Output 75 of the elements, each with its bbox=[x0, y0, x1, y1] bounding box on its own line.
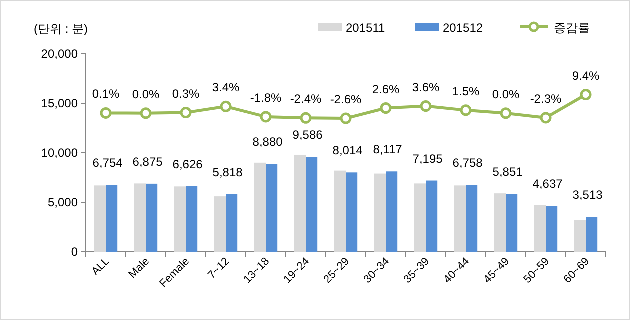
data-label: 7,195 bbox=[412, 152, 444, 166]
bar bbox=[214, 196, 226, 252]
data-label: -2.6% bbox=[330, 92, 362, 107]
bar bbox=[574, 220, 586, 252]
data-label: -2.3% bbox=[530, 92, 562, 106]
y-tick-label: 20,000 bbox=[41, 47, 78, 61]
y-tick-label: 15,000 bbox=[41, 96, 78, 110]
bar bbox=[106, 185, 118, 252]
data-label: 3,513 bbox=[572, 188, 604, 202]
point bbox=[140, 108, 152, 120]
point bbox=[100, 107, 112, 119]
bar bbox=[506, 194, 518, 252]
data-label: 0.1% bbox=[92, 87, 120, 102]
legend-label: 201512 bbox=[443, 21, 484, 35]
bar bbox=[174, 186, 186, 252]
bar bbox=[494, 194, 506, 252]
bar bbox=[94, 186, 106, 252]
y-tick-label: 0 bbox=[71, 245, 78, 259]
data-label: 5,818 bbox=[212, 165, 244, 180]
bar bbox=[254, 162, 266, 252]
point bbox=[300, 112, 312, 124]
bar bbox=[414, 184, 426, 252]
data-label: 3.6% bbox=[412, 80, 440, 94]
bar bbox=[334, 170, 346, 252]
x-tick-label: ALL bbox=[90, 256, 112, 278]
data-label: -1.8% bbox=[250, 90, 282, 105]
data-label: -2.4% bbox=[290, 92, 322, 106]
bar bbox=[294, 154, 306, 252]
bar bbox=[186, 186, 198, 252]
bar bbox=[586, 217, 598, 252]
bar bbox=[306, 157, 318, 252]
data-label: 4,637 bbox=[532, 177, 564, 192]
bar bbox=[134, 184, 146, 252]
point bbox=[380, 102, 392, 114]
point bbox=[460, 104, 472, 116]
data-label: 8,014 bbox=[332, 144, 364, 158]
bar bbox=[454, 186, 466, 252]
point bbox=[580, 89, 592, 101]
point bbox=[420, 100, 432, 112]
point bbox=[220, 100, 232, 112]
data-label: 1.5% bbox=[452, 84, 480, 98]
data-label: 2.6% bbox=[372, 82, 400, 96]
data-label: 6,875 bbox=[132, 154, 164, 169]
bar bbox=[266, 164, 278, 252]
bar bbox=[146, 184, 158, 252]
data-label: 5,851 bbox=[492, 165, 524, 180]
bar bbox=[386, 172, 398, 252]
bar bbox=[346, 172, 358, 252]
annotation: (단위 : 분) bbox=[34, 22, 88, 36]
data-label: 6,626 bbox=[172, 157, 204, 172]
data-label: 6,754 bbox=[92, 156, 124, 170]
data-label: 9.4% bbox=[572, 68, 600, 83]
legend-label: 201511 bbox=[346, 21, 386, 35]
y-tick-label: 10,000 bbox=[41, 146, 78, 160]
bar bbox=[534, 205, 546, 252]
y-tick-label: 5,000 bbox=[48, 196, 78, 210]
bar bbox=[374, 174, 386, 252]
point bbox=[180, 107, 192, 119]
data-label: 0.0% bbox=[492, 87, 520, 102]
point bbox=[500, 108, 512, 120]
legend-label: 증감률 bbox=[554, 21, 590, 35]
data-label: 8,117 bbox=[373, 142, 403, 157]
bar bbox=[426, 180, 438, 252]
bar bbox=[226, 194, 238, 252]
data-label: 0.3% bbox=[172, 86, 200, 101]
point bbox=[340, 112, 352, 124]
data-label: 0.0% bbox=[132, 87, 160, 102]
data-label: 3.4% bbox=[212, 80, 240, 95]
data-label: 8,880 bbox=[252, 135, 284, 150]
point bbox=[260, 111, 272, 123]
bar bbox=[546, 206, 558, 252]
data-label: 9,586 bbox=[292, 128, 324, 142]
data-label: 6,758 bbox=[452, 156, 484, 170]
bar bbox=[466, 185, 478, 252]
point bbox=[540, 112, 552, 124]
